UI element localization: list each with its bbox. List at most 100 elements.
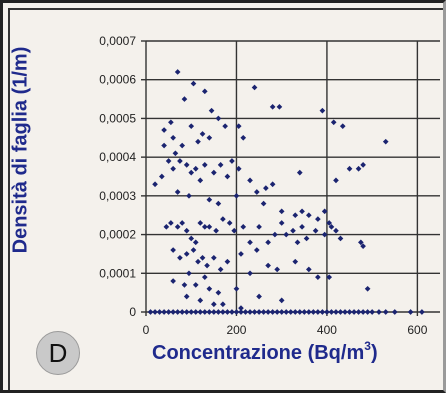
data-point [188,123,195,129]
data-point [188,309,195,315]
data-point [215,115,222,122]
data-point [351,309,357,315]
data-point [278,309,285,315]
data-point [301,309,308,315]
data-point [247,177,253,184]
data-point [215,289,222,296]
data-point [224,258,231,265]
data-point [382,309,389,315]
data-point [192,282,199,288]
data-point [170,134,176,141]
y-tick-label: 0,0005 [99,111,136,125]
data-point [206,285,213,292]
data-point [168,220,174,226]
y-tick-label: 0 [129,305,136,319]
data-point [220,301,226,308]
panel-letter-badge: D [36,331,80,375]
data-point [195,258,201,265]
data-point [283,231,290,238]
data-point [315,309,321,315]
data-point [306,212,312,219]
data-point [310,309,317,315]
data-point [211,309,217,315]
y-tick-labels: 0 0,0001 0,0002 0,0003 0,0004 0,0005 0,0006 0,0… [99,34,136,319]
data-point [222,123,228,129]
data-point [274,266,280,273]
data-point [179,142,186,149]
data-point [199,254,206,261]
data-point [161,127,167,133]
y-tick-label: 0,0004 [99,150,136,164]
data-point [211,254,217,261]
data-point [181,282,188,288]
data-point [233,285,240,292]
data-point [292,258,299,265]
data-point [242,309,249,315]
data-point [204,262,210,269]
data-point [333,227,339,234]
data-point [328,224,335,230]
data-point [172,150,179,157]
data-point [337,235,344,242]
data-point [263,185,269,191]
data-point [238,305,244,311]
data-point [201,309,208,315]
data-point [152,309,158,315]
data-point [183,309,190,315]
data-point [197,177,204,184]
data-point [168,119,174,126]
chart-grid [141,40,440,316]
data-point [206,196,213,203]
data-point [188,235,195,242]
data-point [260,200,267,207]
y-tick-label: 0,0007 [99,34,136,48]
data-point [226,220,233,226]
data-point [247,309,253,315]
data-point [197,309,204,315]
data-point [224,173,231,180]
data-point [220,216,226,222]
data-point [190,80,197,87]
data-point [269,181,276,188]
data-point [299,208,305,215]
x-tick-label: 600 [407,323,427,337]
data-point [278,297,285,304]
data-point [265,239,271,246]
data-point [206,309,213,315]
data-point [183,293,190,300]
data-point [147,309,154,315]
data-point [369,309,375,315]
data-point [240,134,247,141]
panel-left-border [8,8,10,390]
data-point [170,278,176,284]
data-point [419,309,425,315]
data-point [231,227,238,234]
data-point [240,224,247,230]
data-point [161,309,167,315]
data-point [355,165,362,172]
data-point [256,224,262,230]
data-point [265,309,271,315]
data-point [319,309,326,315]
data-point [306,266,312,273]
data-point [337,309,344,315]
data-point [290,227,296,234]
data-point [339,123,346,129]
data-point [238,251,244,257]
data-point [303,235,310,242]
x-tick-labels: 0 200 400 600 [143,323,428,337]
data-point [215,200,222,207]
data-point [276,103,283,110]
data-point [192,309,199,315]
data-point [206,134,213,141]
data-point [177,158,183,164]
x-axis-label-end: ) [370,342,378,364]
data-point [161,142,167,149]
data-point [358,239,364,246]
data-point [342,309,348,315]
data-point [192,165,199,172]
panel-letter: D [48,337,68,368]
data-point [235,165,242,172]
data-point [206,224,213,230]
x-tick-label: 400 [317,323,337,337]
